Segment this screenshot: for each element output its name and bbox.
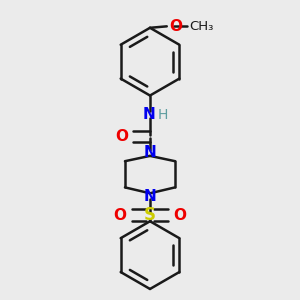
Text: O: O [113, 208, 126, 223]
Text: N: N [142, 107, 155, 122]
Text: O: O [169, 19, 182, 34]
Text: N: N [144, 189, 156, 204]
Text: S: S [144, 206, 156, 224]
Text: CH₃: CH₃ [190, 20, 214, 33]
Text: N: N [144, 146, 156, 160]
Text: O: O [115, 129, 128, 144]
Text: O: O [174, 208, 187, 223]
Text: H: H [158, 108, 168, 122]
